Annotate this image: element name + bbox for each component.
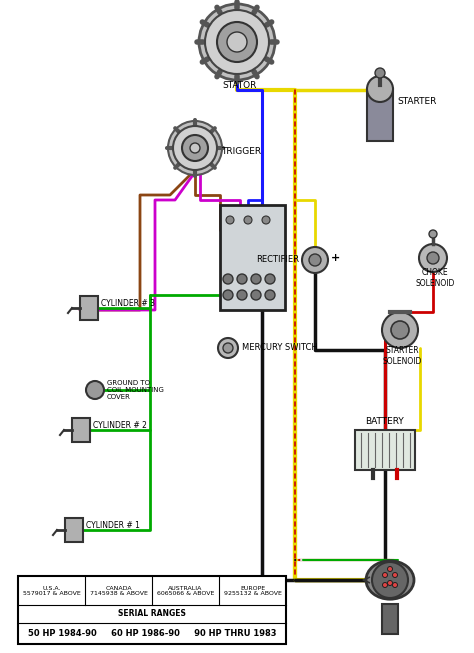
Circle shape bbox=[251, 274, 261, 284]
Text: RECTIFIER: RECTIFIER bbox=[256, 255, 299, 264]
Bar bbox=[18, 576, 286, 644]
Text: STARTER: STARTER bbox=[397, 97, 437, 106]
Circle shape bbox=[223, 274, 233, 284]
Circle shape bbox=[217, 22, 257, 62]
Circle shape bbox=[205, 10, 269, 74]
Text: GROUND TO
COIL MOUNTING
COVER: GROUND TO COIL MOUNTING COVER bbox=[107, 380, 164, 400]
Circle shape bbox=[218, 338, 238, 358]
Circle shape bbox=[383, 582, 388, 588]
Circle shape bbox=[429, 230, 437, 238]
Circle shape bbox=[226, 216, 234, 224]
Circle shape bbox=[86, 381, 104, 399]
Circle shape bbox=[182, 135, 208, 161]
Circle shape bbox=[309, 254, 321, 266]
Bar bbox=[367, 89, 393, 141]
Bar bbox=[382, 604, 398, 634]
Circle shape bbox=[265, 274, 275, 284]
Text: CYLINDER # 2: CYLINDER # 2 bbox=[93, 421, 147, 430]
Text: STARTER
SOLENOID: STARTER SOLENOID bbox=[383, 346, 422, 366]
Text: SERIAL RANGES: SERIAL RANGES bbox=[118, 609, 186, 618]
Circle shape bbox=[388, 567, 392, 571]
Circle shape bbox=[382, 312, 418, 348]
Text: CANADA
7145938 & ABOVE: CANADA 7145938 & ABOVE bbox=[90, 586, 147, 596]
Circle shape bbox=[265, 290, 275, 300]
Text: TRIGGER: TRIGGER bbox=[221, 146, 261, 155]
Circle shape bbox=[237, 290, 247, 300]
Circle shape bbox=[262, 216, 270, 224]
Circle shape bbox=[372, 562, 408, 598]
Ellipse shape bbox=[366, 561, 414, 599]
Circle shape bbox=[375, 68, 385, 78]
Circle shape bbox=[391, 321, 409, 339]
Circle shape bbox=[227, 32, 247, 52]
Circle shape bbox=[388, 581, 392, 586]
Circle shape bbox=[367, 76, 393, 102]
Circle shape bbox=[173, 126, 217, 170]
Circle shape bbox=[168, 121, 222, 175]
Text: U.S.A.
5579017 & ABOVE: U.S.A. 5579017 & ABOVE bbox=[23, 586, 81, 596]
Circle shape bbox=[383, 573, 388, 577]
Text: BATTERY: BATTERY bbox=[365, 417, 404, 426]
Circle shape bbox=[223, 290, 233, 300]
Bar bbox=[80, 296, 98, 320]
Circle shape bbox=[427, 252, 439, 264]
Circle shape bbox=[244, 216, 252, 224]
Bar bbox=[355, 430, 415, 470]
Circle shape bbox=[223, 343, 233, 353]
Circle shape bbox=[251, 290, 261, 300]
Text: CHOKE
SOLENOID: CHOKE SOLENOID bbox=[415, 268, 455, 288]
Text: +: + bbox=[331, 253, 340, 263]
Circle shape bbox=[237, 274, 247, 284]
Circle shape bbox=[302, 247, 328, 273]
Bar bbox=[65, 518, 83, 542]
Text: EUROPE
9255132 & ABOVE: EUROPE 9255132 & ABOVE bbox=[224, 586, 282, 596]
Circle shape bbox=[419, 244, 447, 272]
Text: AUSTRALIA
6065066 & ABOVE: AUSTRALIA 6065066 & ABOVE bbox=[157, 586, 214, 596]
Circle shape bbox=[190, 143, 200, 153]
Circle shape bbox=[392, 582, 398, 588]
Text: CYLINDER # 3: CYLINDER # 3 bbox=[101, 300, 155, 308]
Text: MERCURY SWITCH: MERCURY SWITCH bbox=[242, 343, 318, 353]
Text: STATOR: STATOR bbox=[223, 82, 257, 91]
Bar bbox=[72, 418, 90, 442]
Circle shape bbox=[199, 4, 275, 80]
Text: CYLINDER # 1: CYLINDER # 1 bbox=[86, 522, 140, 530]
Bar bbox=[220, 205, 285, 310]
Text: 50 HP 1984-90     60 HP 1986-90     90 HP THRU 1983: 50 HP 1984-90 60 HP 1986-90 90 HP THRU 1… bbox=[28, 628, 276, 637]
Circle shape bbox=[392, 573, 398, 577]
